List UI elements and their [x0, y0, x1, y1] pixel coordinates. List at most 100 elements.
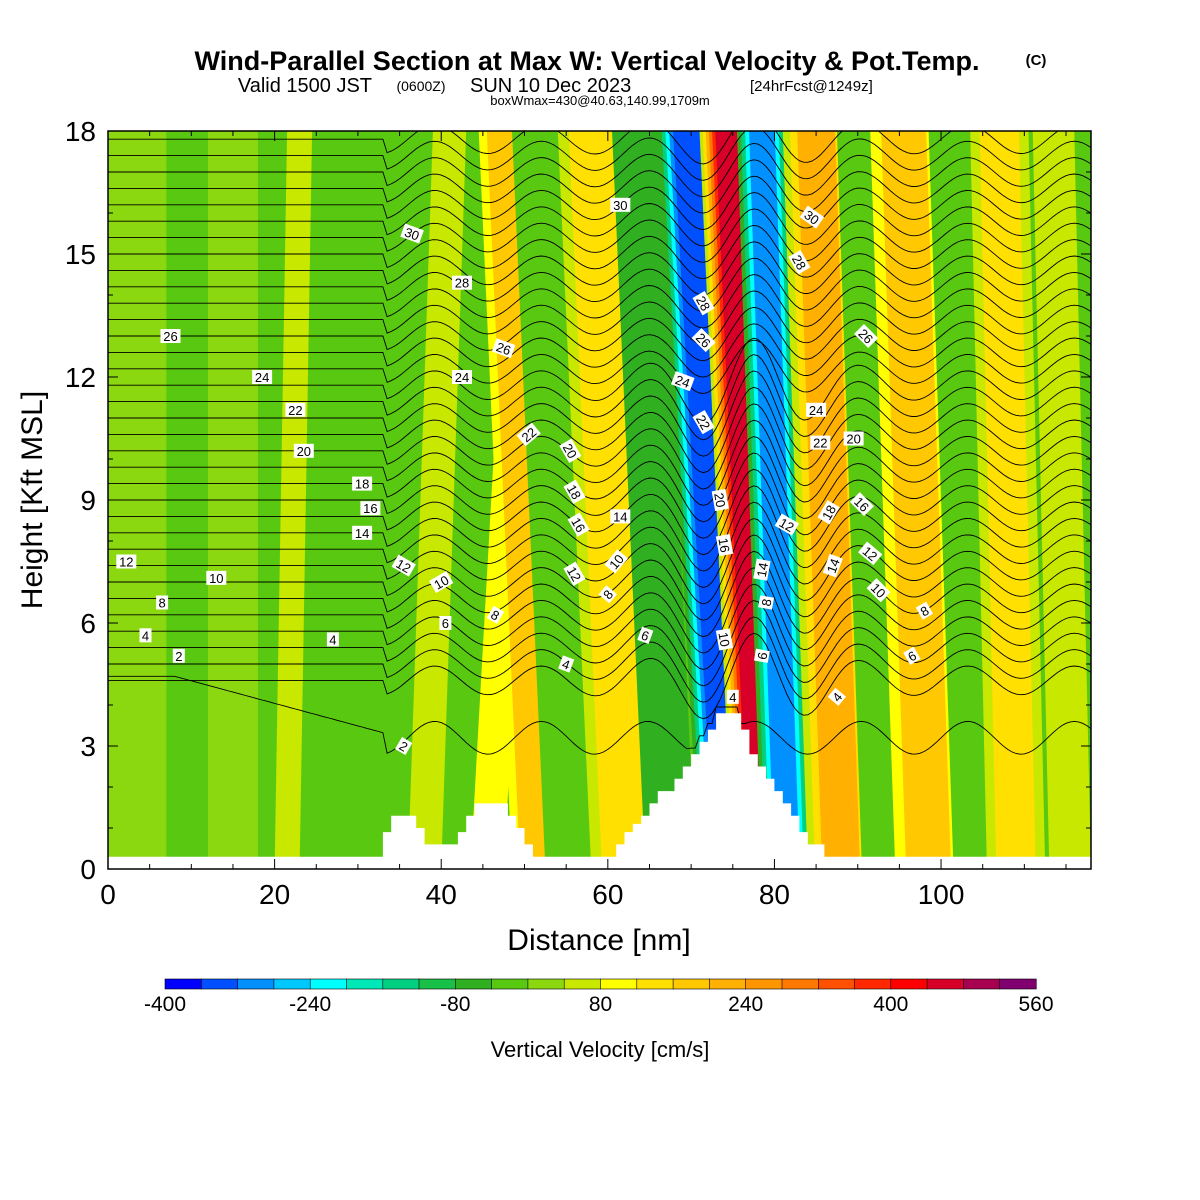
velocity-band: [568, 131, 647, 869]
colorbar-tick-labels: -400 -240 -80 80 240 400 560: [144, 993, 1054, 1016]
colorbar-swatch: [382, 978, 420, 990]
contour-label-bg: [391, 554, 416, 577]
contour-label-text: 26: [163, 329, 177, 344]
y-tick-label: 18: [65, 116, 96, 147]
theta-contour: [108, 257, 1091, 312]
contour-label-bg: [691, 328, 716, 353]
contour-label-text: 22: [813, 436, 827, 451]
contour-label: 22: [810, 435, 831, 451]
contour-label-text: 14: [754, 561, 771, 578]
contour-label: 10: [429, 570, 454, 594]
theta-contour: [108, 583, 1091, 670]
contour-label: 4: [726, 689, 739, 705]
contour-label-bg: [671, 371, 695, 392]
contour-label: 2: [395, 736, 413, 756]
contour-label-text: 14: [613, 509, 627, 524]
contour-label-bg: [726, 689, 739, 704]
contour-label-bg: [160, 329, 181, 343]
colorbar-swatch: [273, 978, 311, 990]
theta-contour: [108, 208, 1091, 263]
contour-label-bg: [854, 323, 879, 349]
colorbar-swatch: [527, 978, 565, 990]
contour-label-text: 16: [715, 537, 732, 554]
theta-contours: [108, 131, 1091, 755]
contour-label-bg: [610, 197, 631, 212]
contour-label: 8: [598, 585, 618, 604]
forecast-label: [24hrFcst@1249z]: [750, 78, 873, 95]
contour-label: 18: [563, 479, 586, 504]
contour-label-bg: [822, 553, 843, 578]
theta-contour: [108, 142, 1091, 198]
y-tick-label: 15: [65, 239, 96, 270]
x-tick-label: 60: [592, 879, 623, 910]
colorbar-swatch: [636, 978, 674, 990]
contour-label-text: 28: [455, 276, 469, 291]
contour-label-text: 18: [819, 503, 839, 523]
theta-contour: [108, 274, 1091, 329]
contour-label-bg: [172, 648, 185, 663]
contour-label-text: 22: [288, 403, 302, 418]
contour-label: 14: [610, 509, 631, 524]
contour-label-bg: [439, 616, 452, 630]
contour-label: 20: [293, 443, 314, 459]
valid-time-date: SUN 10 Dec 2023: [470, 75, 631, 97]
theta-contour: [108, 501, 1091, 588]
contour-label-bg: [429, 570, 454, 594]
contour-label-bg: [326, 632, 339, 647]
contour-label: 16: [849, 492, 874, 517]
contour-label: 12: [563, 561, 586, 586]
contour-label-bg: [711, 488, 729, 512]
contour-label-bg: [715, 534, 734, 557]
y-axis-ticks: 0 3 6 9 12 15 18: [65, 116, 1091, 885]
boxwmax-label: boxWmax=430@40.63,140.99,1709m: [490, 93, 710, 108]
theta-contour: [108, 323, 1091, 378]
contour-label: 28: [692, 291, 715, 316]
contour-label-text: 10: [209, 571, 223, 586]
contour-label-text: 30: [801, 207, 821, 228]
x-tick-label: 0: [100, 879, 116, 910]
colorbar-swatch: [418, 978, 456, 990]
colorbar-swatch: [854, 978, 892, 990]
contour-label-text: 24: [809, 403, 823, 418]
contour-label: 30: [610, 197, 631, 213]
theta-contour: [108, 403, 1091, 490]
theta-contour: [108, 567, 1091, 654]
colorbar-swatch: [817, 978, 856, 990]
colorbar-tick-label: 560: [1018, 993, 1053, 1016]
theta-contour: [108, 339, 1091, 394]
theta-contour: [108, 534, 1091, 621]
colorbar-tick-label: -80: [440, 993, 470, 1016]
contour-label: 18: [817, 500, 840, 525]
contour-label-bg: [758, 595, 775, 610]
contour-label-text: 12: [119, 555, 133, 570]
theta-contour: [108, 131, 1091, 165]
y-tick-label: 12: [65, 362, 96, 393]
contour-label: 18: [352, 476, 373, 492]
contour-label-bg: [559, 438, 582, 463]
chart-title: Wind-Parallel Section at Max W: Vertical…: [195, 46, 980, 76]
contour-label-text: 16: [568, 515, 588, 535]
theta-contour: [108, 159, 1091, 214]
contour-label: 26: [491, 338, 516, 359]
contour-label-text: 20: [297, 444, 311, 459]
contour-label-text: 4: [329, 632, 336, 647]
colorbar-tick-label: -400: [144, 993, 186, 1016]
colorbar-tick-label: -240: [289, 993, 331, 1016]
velocity-band: [1032, 131, 1091, 869]
velocity-bands: [108, 131, 1091, 869]
colorbar-swatch: [201, 978, 239, 990]
theta-contour: [108, 436, 1091, 523]
contour-label: 22: [285, 402, 306, 418]
theta-contour: [108, 224, 1091, 280]
x-axis-label: Distance [nm]: [507, 924, 690, 957]
contour-label-bg: [563, 479, 586, 504]
theta-contour: [108, 386, 1091, 474]
contour-label-text: 20: [846, 432, 860, 447]
contour-label-text: 6: [639, 627, 651, 644]
x-tick-label: 80: [759, 879, 790, 910]
contour-label-text: 18: [355, 477, 369, 492]
contour-label-bg: [293, 443, 314, 458]
contour-label: 24: [452, 370, 472, 385]
contour-label: 30: [400, 223, 424, 244]
